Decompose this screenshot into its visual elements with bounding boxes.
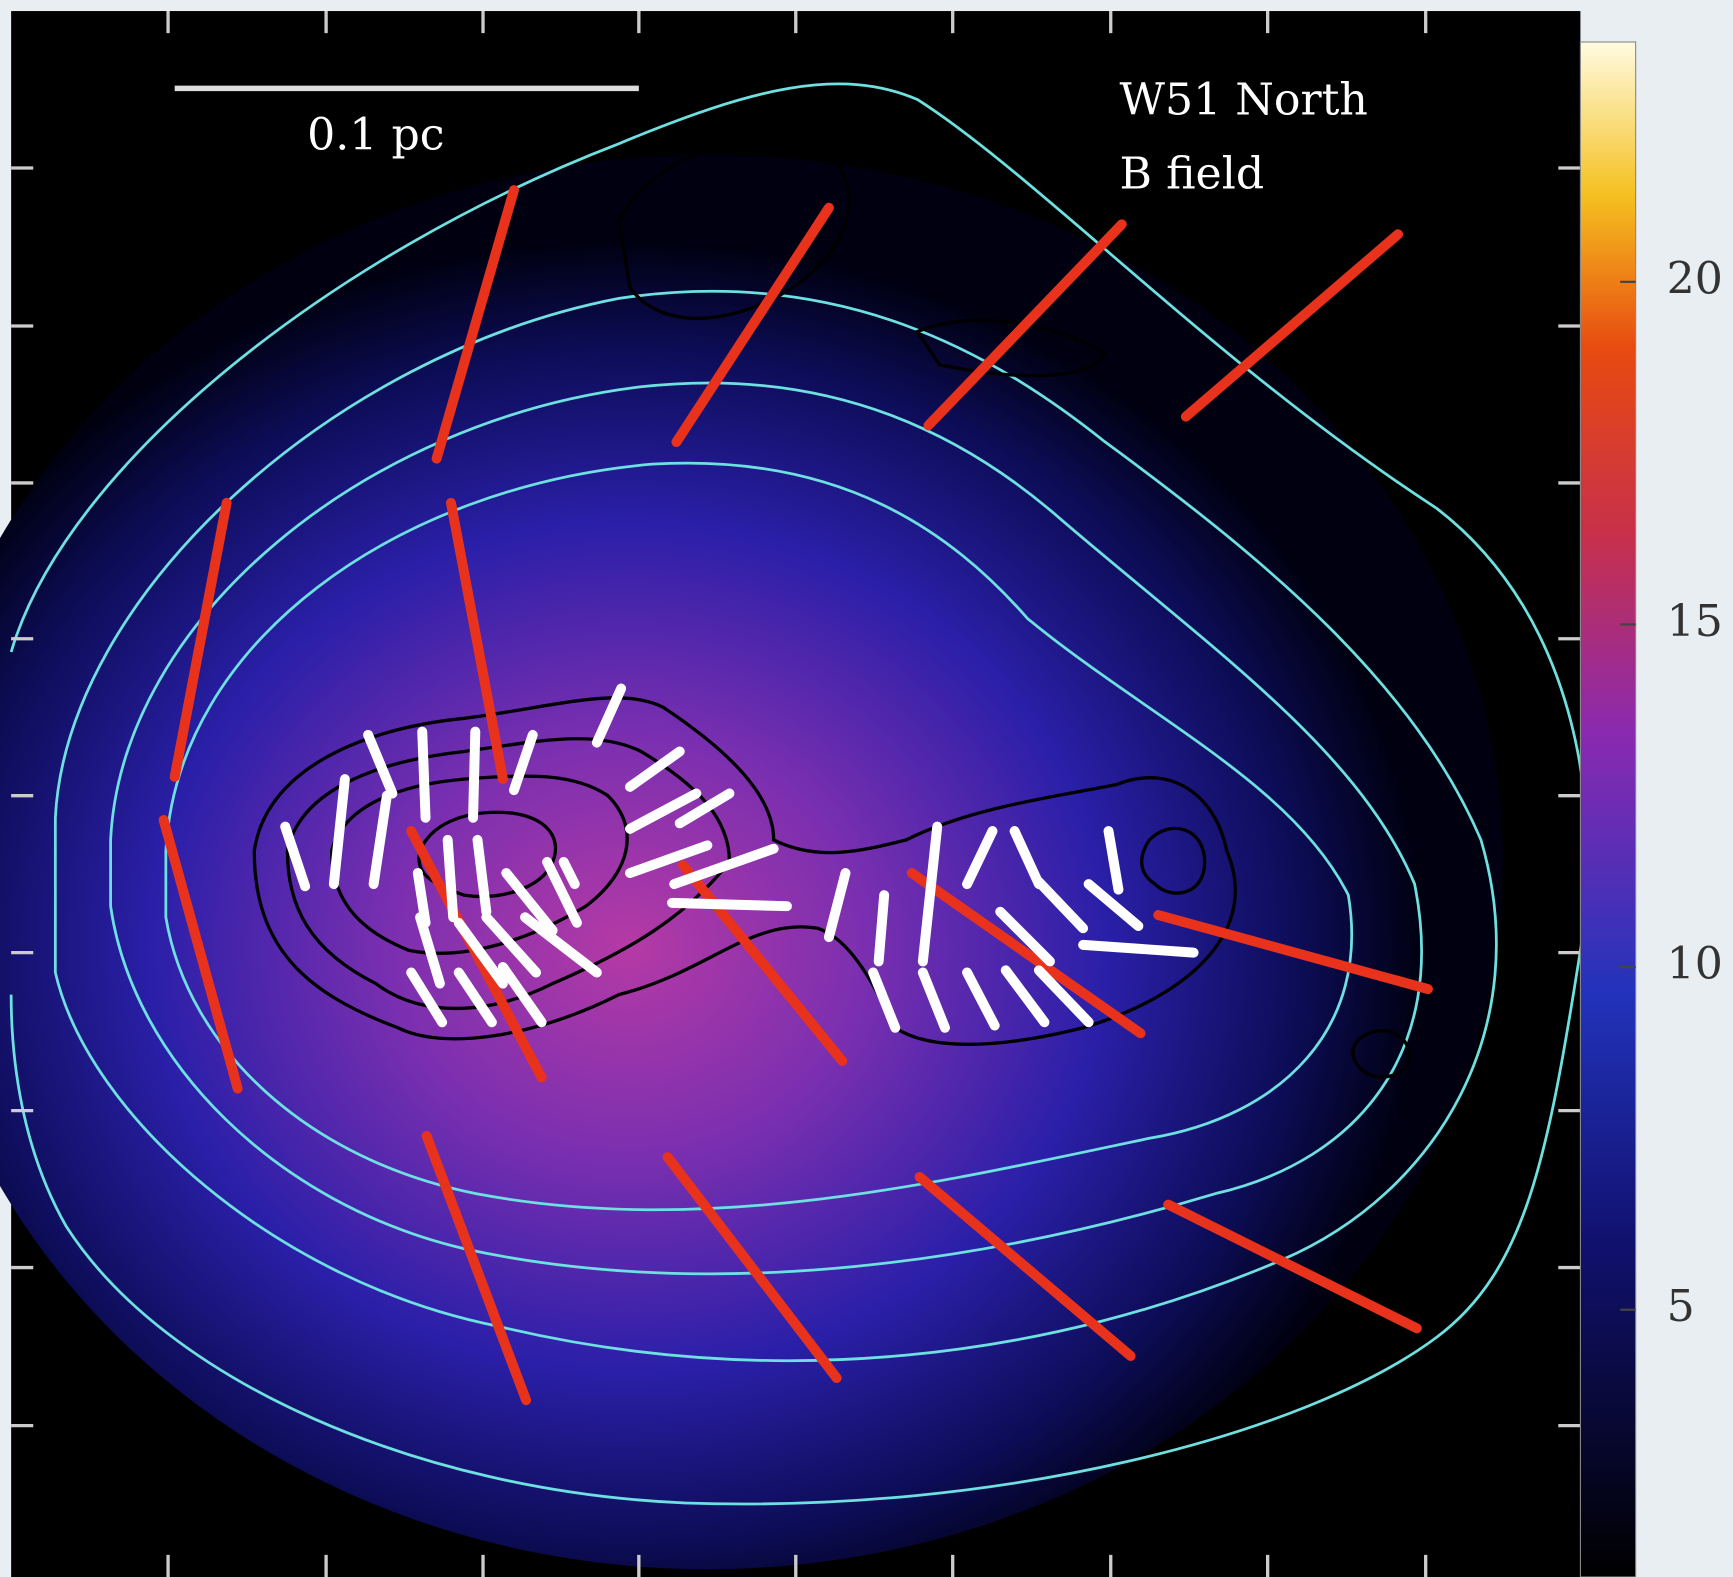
colorbar-tick-label: 15	[1667, 596, 1723, 647]
colorbar: 5 10 15 20	[1580, 42, 1722, 1577]
figure: 0.1 pc W51 North B field 5 10 15 20	[0, 0, 1733, 1577]
colorbar-tick-label: 20	[1667, 253, 1723, 304]
colorbar-tick-label: 10	[1667, 939, 1723, 990]
scale-bar-label: 0.1 pc	[307, 110, 444, 161]
colorbar-tick-label: 5	[1667, 1281, 1695, 1332]
source-label: W51 North	[1120, 74, 1368, 125]
page: 0.1 pc W51 North B field 5101520 (() => …	[0, 0, 1733, 1577]
colorbar-scale	[1580, 42, 1635, 1577]
field-label: B field	[1120, 148, 1265, 199]
